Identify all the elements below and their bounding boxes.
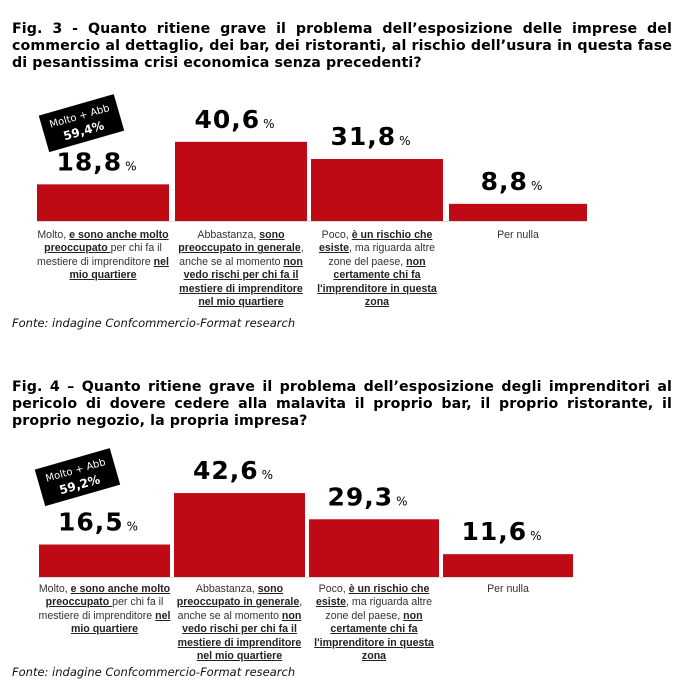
- label-text: , anche se al momento: [177, 596, 303, 622]
- emphasis-text: sono preoccupato in generale: [176, 583, 300, 609]
- bar-1: [37, 184, 169, 221]
- figure-4-title: Fig. 4 – Quanto ritiene grave il problem…: [12, 379, 672, 429]
- label-text: Per nulla: [487, 583, 529, 595]
- unit: %: [125, 159, 137, 173]
- label-text: Per nulla: [497, 229, 539, 241]
- unit: %: [531, 179, 543, 193]
- emphasis-text: nel mio quartiere: [69, 255, 169, 282]
- label-text: Molto,: [37, 229, 70, 241]
- bar-4: [449, 203, 587, 221]
- figure-3-title: Fig. 3 - Quanto ritiene grave il problem…: [12, 21, 672, 71]
- label-text: , ma riguarda altre zone del paese,: [325, 596, 432, 622]
- value-label-3: 29,3%: [327, 482, 408, 511]
- label-text: Abbastanza,: [195, 583, 258, 595]
- emphasis-text: sono preoccupato in generale: [178, 229, 301, 255]
- label-text: , anche se al momento: [179, 242, 304, 268]
- bar-2: [175, 141, 307, 221]
- category-label-3: Poco, è un rischio che esiste, ma riguar…: [307, 583, 441, 663]
- value-label-1: 16,5%: [58, 507, 139, 536]
- emphasis-text: è un rischio che esiste: [318, 229, 433, 255]
- bar-2: [174, 493, 305, 577]
- bar-4: [443, 554, 573, 577]
- unit: %: [262, 468, 274, 482]
- emphasis-text: è un rischio che esiste: [315, 583, 430, 609]
- unit: %: [263, 117, 275, 131]
- label-text: per chi fa il mestiere di imprenditore: [37, 242, 162, 268]
- category-label-3: Poco, è un rischio che esiste, ma riguar…: [310, 229, 444, 309]
- emphasis-text: non vedo rischi per chi fa il mestiere d…: [179, 255, 303, 309]
- bar-1: [39, 544, 170, 577]
- label-text: per chi fa il mestiere di imprenditore: [38, 596, 164, 622]
- value-label-4: 11,6%: [461, 517, 542, 546]
- category-label-4: Per nulla: [451, 229, 585, 242]
- bar-3: [309, 519, 439, 577]
- label-text: Poco,: [321, 229, 352, 241]
- category-label-2: Abbastanza, sono preoccupato in generale…: [173, 583, 307, 663]
- category-label-1: Molto, e sono anche molto preoccupato pe…: [36, 229, 170, 283]
- emphasis-text: non vedo rischi per chi fa il mestiere d…: [177, 609, 302, 663]
- label-text: Poco,: [318, 583, 349, 595]
- unit: %: [127, 519, 139, 533]
- value-label-2: 42,6%: [193, 456, 274, 485]
- figure-4-source: Fonte: indagine Confcommercio-Format res…: [12, 665, 296, 679]
- emphasis-text: non certamente chi fa l'imprenditore in …: [317, 255, 437, 309]
- category-label-4: Per nulla: [441, 583, 575, 596]
- unit: %: [396, 494, 408, 508]
- unit: %: [399, 134, 411, 148]
- emphasis-text: e sono anche molto preoccupato: [44, 229, 169, 255]
- label-text: , ma riguarda altre zone del paese,: [328, 242, 435, 268]
- emphasis-text: e sono anche molto preoccupato: [45, 583, 171, 609]
- emphasis-text: non certamente chi fa l'imprenditore in …: [314, 609, 434, 663]
- value-label-4: 8,8%: [481, 167, 544, 196]
- category-label-2: Abbastanza, sono preoccupato in generale…: [174, 229, 308, 309]
- bar-3: [311, 158, 443, 221]
- unit: %: [530, 529, 542, 543]
- label-text: Abbastanza,: [197, 229, 260, 241]
- figure-3-source: Fonte: indagine Confcommercio-Format res…: [12, 316, 296, 330]
- label-text: Molto,: [38, 583, 71, 595]
- emphasis-text: nel mio quartiere: [70, 609, 171, 636]
- category-label-1: Molto, e sono anche molto preoccupato pe…: [38, 583, 172, 637]
